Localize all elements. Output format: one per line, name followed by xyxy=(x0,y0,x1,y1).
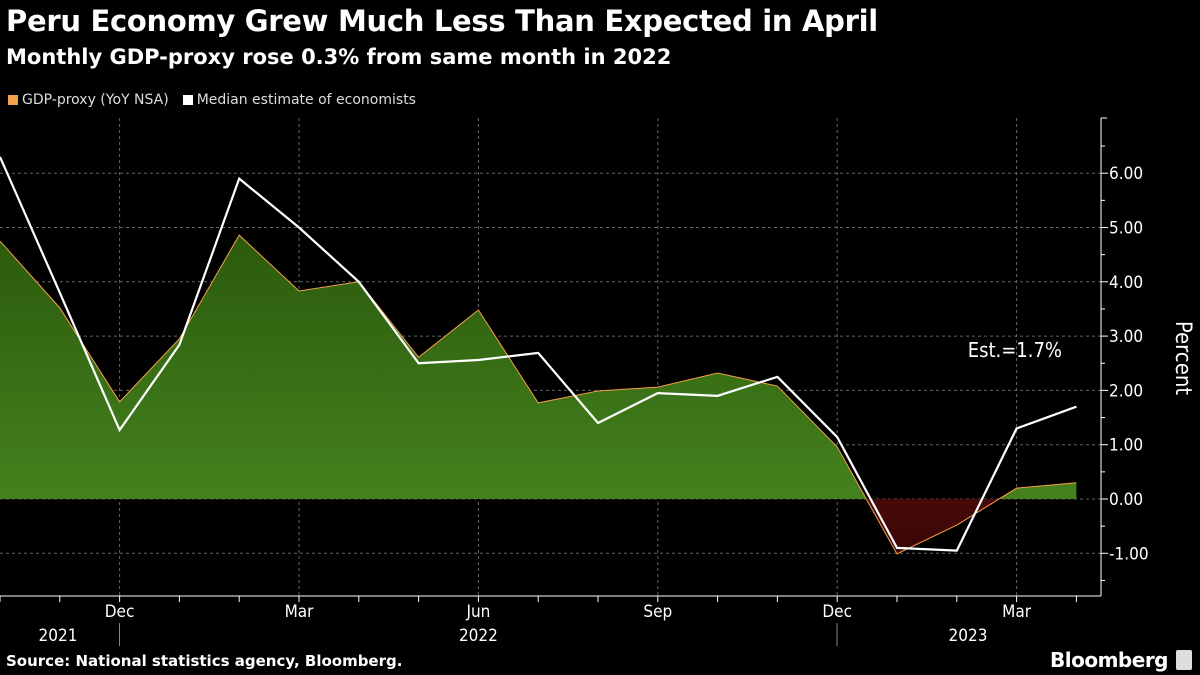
legend-item-gdp: GDP-proxy (YoY NSA) xyxy=(8,92,169,108)
y-tick-label: 2.00 xyxy=(1109,381,1143,401)
x-tick-label: Jun xyxy=(465,602,490,622)
y-tick-label: 0.00 xyxy=(1109,490,1143,510)
gdp-area-negative xyxy=(0,499,1077,554)
y-tick-label: 4.00 xyxy=(1109,273,1143,293)
year-label: 2021 xyxy=(39,626,78,646)
x-tick-label: Dec xyxy=(105,602,135,622)
gdp-area-positive xyxy=(0,235,1077,499)
y-axis-label: Percent xyxy=(1170,321,1195,396)
legend-swatch-gdp xyxy=(8,95,18,105)
estimate-annotation: Est.=1.7% xyxy=(968,338,1062,362)
y-tick-label: 5.00 xyxy=(1109,219,1143,239)
bloomberg-chart-icon xyxy=(1176,650,1192,670)
x-tick-label: Dec xyxy=(822,602,852,622)
y-tick-label: 3.00 xyxy=(1109,327,1143,347)
x-tick-label: Sep xyxy=(643,602,672,622)
y-tick-label: 1.00 xyxy=(1109,436,1143,456)
chart-title: Peru Economy Grew Much Less Than Expecte… xyxy=(6,4,878,38)
legend-item-estimate: Median estimate of economists xyxy=(182,92,416,108)
year-label: 2022 xyxy=(459,626,498,646)
legend: GDP-proxy (YoY NSA) Median estimate of e… xyxy=(8,92,416,108)
y-tick-label: 6.00 xyxy=(1109,164,1143,184)
legend-label-estimate: Median estimate of economists xyxy=(196,92,416,108)
legend-swatch-estimate xyxy=(182,95,193,105)
chart-subtitle: Monthly GDP-proxy rose 0.3% from same mo… xyxy=(6,45,672,69)
bloomberg-logo: Bloomberg xyxy=(1050,648,1168,672)
year-label: 2023 xyxy=(949,626,988,646)
y-tick-label: -1.00 xyxy=(1109,544,1149,564)
source-note: Source: National statistics agency, Bloo… xyxy=(6,652,403,670)
x-tick-label: Mar xyxy=(285,602,315,622)
x-tick-label: Mar xyxy=(1002,602,1032,622)
legend-label-gdp: GDP-proxy (YoY NSA) xyxy=(22,92,169,108)
